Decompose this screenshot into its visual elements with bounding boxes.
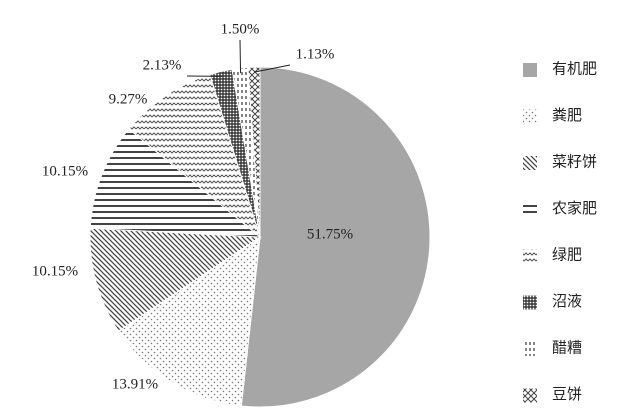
legend-label: 醋糟 [552,339,582,356]
pie-slice [89,128,262,238]
data-label: 1.13% [296,46,335,62]
data-label: 9.27% [109,91,148,107]
legend-swatch [523,342,537,356]
data-label: 10.15% [42,163,88,179]
pie-slice [117,235,261,407]
legend-swatch [523,249,537,263]
legend-swatch [523,156,537,170]
leader-line [254,64,291,73]
pie-slice [89,227,262,332]
legend-label: 农家肥 [552,200,597,217]
pie-slice [128,73,261,239]
pie-slice [240,66,431,408]
legend-swatch [523,202,537,217]
data-label: 51.75% [307,226,353,242]
leader-line [239,39,242,74]
legend-label: 有机肥 [552,60,597,77]
data-label: 13.91% [112,376,158,392]
pie-slice [247,66,261,238]
legend-swatch [523,388,537,403]
legend-swatch [523,109,537,124]
legend-label: 绿肥 [552,246,582,263]
data-label: 1.50% [221,21,260,37]
legend-label: 沼液 [552,293,582,310]
legend-label: 菜籽饼 [552,153,597,170]
legend-label: 豆饼 [552,386,582,403]
legend-label: 粪肥 [552,107,582,124]
data-label: 10.15% [32,263,78,279]
data-label: 2.13% [143,57,182,73]
legend-swatch [523,295,537,310]
legend-swatch [523,63,537,77]
